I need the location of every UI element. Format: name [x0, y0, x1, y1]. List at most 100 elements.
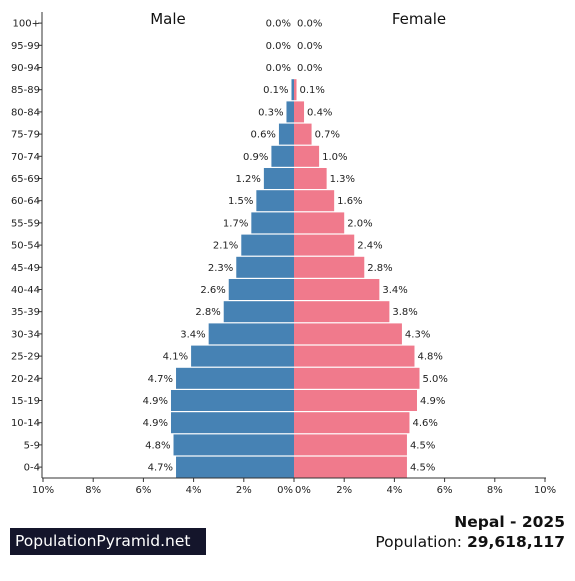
population-line: Population: 29,618,117	[375, 533, 565, 551]
female-value-label: 0.0%	[297, 41, 322, 52]
female-bar	[294, 168, 327, 189]
age-group-label: 25-29	[11, 352, 40, 363]
male-value-label: 4.8%	[145, 440, 170, 451]
age-group-label: 100+	[13, 19, 40, 30]
population-pyramid-chart: Male Female 100+ 0.0% 0.0% 95-99 0.0% 0.0% 90-…	[11, 10, 556, 496]
female-value-label: 4.5%	[410, 440, 435, 451]
female-bar	[294, 79, 297, 101]
age-group-label: 65-69	[11, 174, 40, 185]
age-group-label: 75-79	[11, 130, 40, 141]
male-value-label: 2.6%	[200, 285, 225, 296]
female-value-label: 4.6%	[412, 418, 437, 429]
age-group-label: 50-54	[11, 241, 40, 252]
male-value-label: 2.8%	[195, 307, 220, 318]
age-group-label: 70-74	[11, 152, 40, 163]
female-bar	[294, 456, 407, 478]
age-group-label: 40-44	[11, 285, 40, 296]
male-bar	[208, 323, 294, 345]
male-value-label: 4.1%	[163, 352, 188, 363]
male-value-label: 1.7%	[223, 218, 248, 229]
x-tick-label: 8%	[487, 485, 503, 496]
male-bar	[263, 168, 294, 189]
age-group-label: 30-34	[11, 329, 40, 340]
male-bar	[291, 79, 294, 101]
male-bar	[278, 123, 294, 145]
x-tick-label: 2%	[336, 485, 352, 496]
male-bar	[236, 256, 294, 278]
male-bar	[241, 234, 294, 256]
male-bar	[171, 412, 294, 434]
site-brand: PopulationPyramid.net	[10, 528, 206, 555]
x-tick-label: 6%	[437, 485, 453, 496]
male-bar	[176, 456, 294, 478]
male-value-label: 0.0%	[266, 41, 291, 52]
female-value-label: 1.0%	[322, 152, 347, 163]
age-group-label: 60-64	[11, 196, 40, 207]
female-value-label: 0.0%	[297, 19, 322, 30]
male-value-label: 1.2%	[235, 174, 260, 185]
male-value-label: 2.1%	[213, 241, 238, 252]
age-group-label: 15-19	[11, 396, 40, 407]
male-value-label: 0.9%	[243, 152, 268, 163]
age-group-label: 45-49	[11, 263, 40, 274]
age-group-label: 35-39	[11, 307, 40, 318]
male-bar	[191, 345, 294, 367]
male-value-label: 0.3%	[258, 107, 283, 118]
female-value-label: 2.4%	[357, 241, 382, 252]
female-value-label: 2.0%	[347, 218, 372, 229]
age-group-label: 80-84	[11, 107, 40, 118]
age-group-label: 95-99	[11, 41, 40, 52]
x-tick-label: 4%	[386, 485, 402, 496]
age-group-label: 85-89	[11, 85, 40, 96]
male-value-label: 0.6%	[251, 130, 276, 141]
age-group-label: 55-59	[11, 218, 40, 229]
male-bar	[256, 190, 294, 212]
male-value-label: 3.4%	[180, 329, 205, 340]
female-value-label: 2.8%	[367, 263, 392, 274]
female-bar	[294, 412, 410, 434]
x-tick-label: 4%	[186, 485, 202, 496]
male-value-label: 4.9%	[143, 396, 168, 407]
x-tick-label: 6%	[135, 485, 151, 496]
x-tick-label: 0%	[277, 485, 293, 496]
female-value-label: 4.3%	[405, 329, 430, 340]
x-tick-label: 10%	[534, 485, 556, 496]
x-tick-label: 2%	[236, 485, 252, 496]
female-value-label: 1.6%	[337, 196, 362, 207]
female-bar	[294, 323, 402, 345]
chart-title: Nepal - 2025	[454, 513, 565, 531]
x-tick-label: 10%	[32, 485, 54, 496]
female-bar	[294, 190, 335, 212]
female-value-label: 0.4%	[307, 107, 332, 118]
age-group-label: 90-94	[11, 63, 40, 74]
male-bar	[173, 434, 294, 456]
male-bar	[228, 279, 294, 300]
male-value-label: 4.7%	[148, 463, 173, 474]
female-bar	[294, 234, 355, 256]
female-bar	[294, 256, 365, 278]
male-value-label: 2.3%	[208, 263, 233, 274]
male-bar	[286, 101, 294, 123]
female-label: Female	[392, 10, 446, 28]
male-value-label: 0.0%	[266, 19, 291, 30]
population-label: Population:	[375, 533, 462, 551]
male-value-label: 1.5%	[228, 196, 253, 207]
x-tick-label: 0%	[295, 485, 311, 496]
female-bar	[294, 279, 380, 300]
male-label: Male	[150, 10, 186, 28]
female-bar	[294, 345, 415, 367]
x-tick-label: 8%	[85, 485, 101, 496]
female-value-label: 0.1%	[300, 85, 325, 96]
female-value-label: 3.8%	[392, 307, 417, 318]
female-bar	[294, 390, 417, 411]
female-bar	[294, 301, 390, 323]
male-bar	[223, 301, 294, 323]
female-value-label: 4.8%	[417, 352, 442, 363]
female-bar	[294, 212, 345, 234]
female-value-label: 0.7%	[315, 130, 340, 141]
female-value-label: 4.9%	[420, 396, 445, 407]
male-value-label: 4.9%	[143, 418, 168, 429]
female-bar	[294, 101, 305, 123]
age-group-label: 20-24	[11, 374, 40, 385]
male-bar	[171, 390, 294, 411]
